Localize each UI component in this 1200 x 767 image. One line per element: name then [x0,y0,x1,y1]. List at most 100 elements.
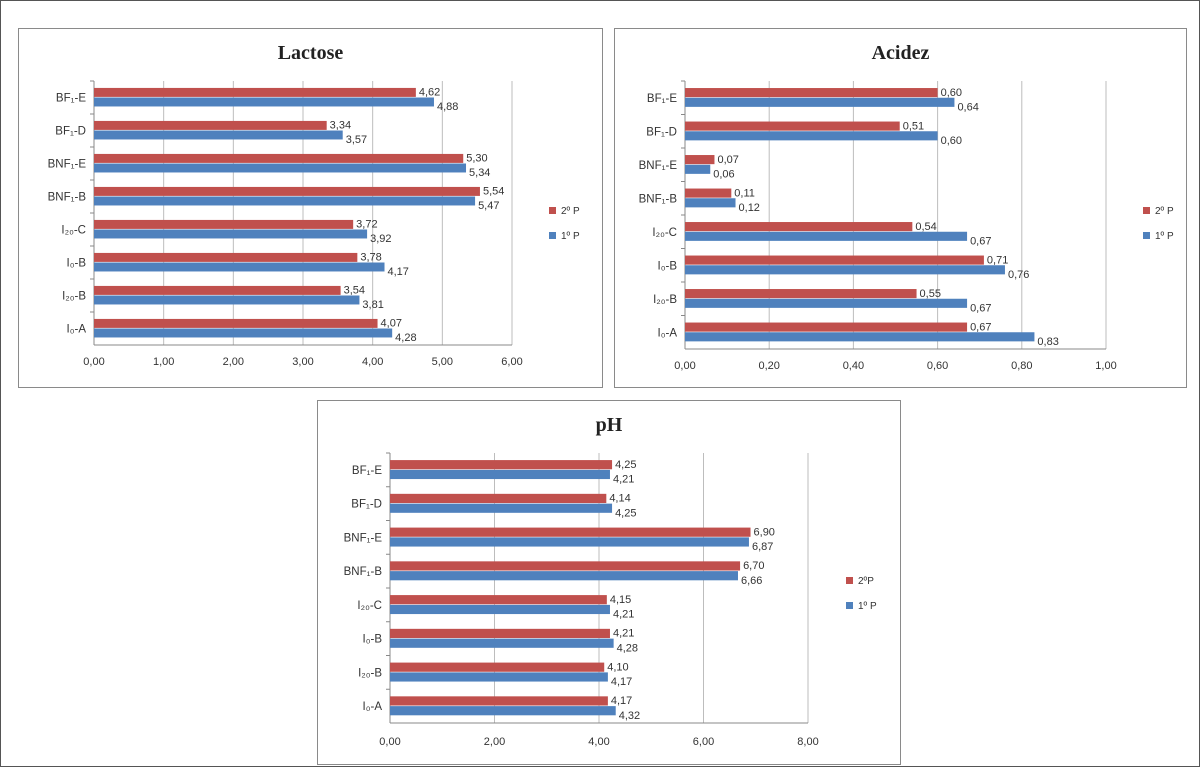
acidez-chart: Acidez 0,00 0,20 0,40 0,60 0,80 1,00 BF₁-E 0,60 0… [639,42,1174,372]
bar-1-p-0 [94,97,434,107]
bar-1-p-1 [94,130,343,140]
data-label: 4,21 [613,609,634,621]
legend-swatch [549,207,556,214]
data-label: 0,71 [987,254,1008,266]
bar-2-p-0 [94,87,416,97]
data-label: 3,54 [344,285,365,297]
legend-label: 1º P [561,231,580,242]
legend-swatch [1143,232,1150,239]
bar-2-p-4 [94,219,354,229]
data-label: 4,32 [619,710,640,722]
bar-1-p-5 [94,262,385,272]
category-label: BF₁-E [647,93,677,105]
bar-2-p-7 [94,318,378,328]
data-label: 3,34 [330,120,351,132]
category-label: BNF₁-B [639,193,678,205]
x-tick-label: 6,00 [693,736,714,748]
bar-2-p-4 [390,595,607,605]
data-label: 0,64 [957,101,978,113]
data-label: 4,21 [613,474,634,486]
bar-1-p-5 [390,638,614,648]
bar-1-p-2 [685,164,711,174]
bar-2-p-3 [390,561,741,571]
data-label: 4,17 [611,695,632,707]
bar-1-p-1 [390,503,613,513]
x-tick-label: 0,60 [927,360,948,372]
bar-1-p-6 [390,672,608,682]
data-label: 3,57 [346,134,367,146]
bar-1-p-2 [94,163,467,173]
legend-swatch [846,602,853,609]
bar-1-p-4 [94,229,368,239]
data-label: 6,70 [743,560,764,572]
data-label: 0,54 [915,221,936,233]
x-tick-label: 0,80 [1011,360,1032,372]
data-label: 0,67 [970,321,991,333]
bar-1-p-6 [685,298,968,308]
x-tick-label: 0,20 [758,360,779,372]
data-label: 0,07 [717,154,738,166]
data-label: 3,72 [356,219,377,231]
data-label: 6,87 [752,541,773,553]
data-label: 4,62 [419,87,440,99]
acidez-chart-panel: Acidez 0,00 0,20 0,40 0,60 0,80 1,00 BF₁-E 0,60 0… [614,28,1187,388]
data-label: 5,47 [478,200,499,212]
bar-2-p-1 [685,121,900,131]
category-label: I₀-A [363,701,383,713]
bar-2-p-2 [94,153,464,163]
data-label: 6,90 [754,526,775,538]
category-label: BF₁-D [646,126,677,138]
category-label: I₀-B [67,258,87,270]
x-tick-label: 1,00 [1095,360,1116,372]
x-tick-label: 6,00 [501,356,522,368]
category-label: BNF₁-B [344,566,383,578]
category-label: BNF₁-E [48,159,87,171]
bar-2-p-6 [390,662,605,672]
category-label: BF₁-E [56,93,86,105]
data-label: 4,17 [388,266,409,278]
bar-1-p-3 [390,571,738,581]
x-tick-label: 0,40 [843,360,864,372]
bar-2-p-1 [390,493,607,504]
x-tick-label: 4,00 [588,736,609,748]
legend-swatch [846,577,853,584]
bar-1-p-7 [94,328,393,338]
acidez-title: Acidez [872,42,930,64]
bar-2-p-3 [94,186,480,196]
data-label: 0,06 [713,168,734,180]
bar-2-p-5 [390,628,610,639]
bar-1-p-4 [685,231,968,241]
bar-1-p-0 [685,97,955,107]
bar-2-p-5 [94,252,358,262]
data-label: 0,83 [1037,336,1058,348]
x-tick-label: 2,00 [484,736,505,748]
category-label: I₀-A [658,327,678,339]
data-label: 0,60 [941,87,962,99]
bar-2-p-6 [94,285,341,295]
legend-label: 2º P [1155,206,1174,217]
bar-2-p-5 [685,255,984,265]
data-label: 4,28 [395,332,416,344]
bar-1-p-2 [390,537,749,547]
x-tick-label: 0,00 [379,736,400,748]
data-label: 4,25 [615,459,636,471]
category-label: I₂₀-C [61,225,86,237]
legend-label: 1º P [858,601,877,612]
category-label: BF₁-D [351,499,382,511]
bar-2-p-7 [685,322,968,332]
bar-2-p-2 [390,527,751,537]
data-label: 0,55 [920,288,941,300]
data-label: 0,12 [739,202,760,214]
x-tick-label: 8,00 [797,736,818,748]
data-label: 4,17 [611,676,632,688]
x-tick-label: 0,00 [83,356,104,368]
x-tick-label: 4,00 [362,356,383,368]
bar-1-p-7 [685,332,1035,342]
bar-2-p-0 [685,88,938,98]
x-tick-label: 0,00 [674,360,695,372]
lactose-chart: Lactose 0,00 1,00 2,00 3,00 4,00 5,00 6,00 BF₁-E… [48,42,580,368]
data-label: 0,51 [903,120,924,132]
data-label: 0,60 [941,135,962,147]
bar-2-p-2 [685,155,715,165]
x-tick-label: 5,00 [432,356,453,368]
